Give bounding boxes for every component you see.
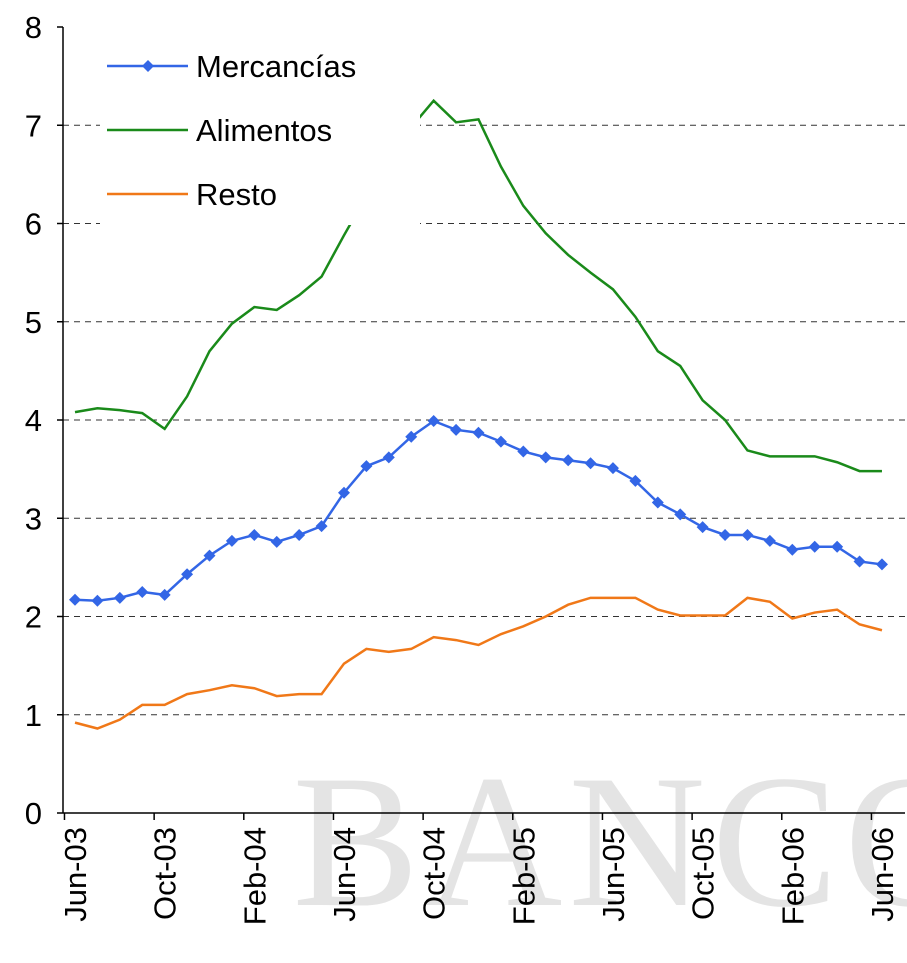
marker bbox=[651, 496, 664, 509]
marker bbox=[427, 414, 440, 427]
marker bbox=[786, 543, 799, 556]
y-tick-label: 1 bbox=[25, 698, 42, 733]
y-tick-label: 8 bbox=[25, 10, 42, 45]
y-tick-label: 3 bbox=[25, 501, 42, 536]
marker bbox=[674, 508, 687, 521]
marker bbox=[293, 528, 306, 541]
marker bbox=[315, 520, 328, 533]
marker bbox=[203, 549, 216, 562]
x-tick-label: Jun-05 bbox=[596, 827, 631, 922]
marker bbox=[382, 451, 395, 464]
legend-label: Resto bbox=[196, 177, 277, 212]
y-tick-label: 5 bbox=[25, 305, 42, 340]
marker bbox=[539, 451, 552, 464]
marker bbox=[225, 534, 238, 547]
marker bbox=[808, 540, 821, 553]
y-tick-label: 7 bbox=[25, 108, 42, 143]
marker bbox=[875, 558, 888, 571]
x-tick-label: Jun-03 bbox=[58, 827, 93, 922]
x-tick-label: Oct-05 bbox=[686, 827, 721, 920]
marker bbox=[136, 585, 149, 598]
legend-label: Mercancías bbox=[196, 49, 356, 84]
marker bbox=[629, 474, 642, 487]
series-line bbox=[74, 596, 883, 730]
marker bbox=[853, 555, 866, 568]
marker bbox=[69, 593, 81, 606]
y-tick-label: 2 bbox=[25, 600, 42, 635]
marker bbox=[270, 535, 283, 548]
legend-marker bbox=[142, 60, 154, 72]
marker bbox=[337, 486, 350, 499]
marker bbox=[584, 457, 597, 470]
marker bbox=[741, 528, 754, 541]
series-line bbox=[74, 419, 883, 603]
marker bbox=[405, 430, 418, 443]
marker bbox=[181, 568, 194, 581]
marker bbox=[719, 528, 732, 541]
legend-label: Alimentos bbox=[196, 113, 332, 148]
series-line bbox=[74, 98, 882, 473]
marker bbox=[91, 594, 104, 607]
marker bbox=[450, 423, 463, 436]
y-tick-label: 6 bbox=[25, 207, 42, 242]
marker bbox=[472, 426, 485, 439]
marker bbox=[360, 460, 373, 473]
y-tick-label: 0 bbox=[25, 796, 42, 831]
watermark: BANCO bbox=[292, 737, 907, 947]
x-tick-label: Oct-04 bbox=[417, 827, 452, 920]
marker bbox=[606, 462, 619, 475]
marker bbox=[494, 435, 507, 448]
marker bbox=[763, 534, 776, 547]
marker bbox=[113, 591, 126, 604]
marker bbox=[562, 454, 575, 467]
x-tick-label: Feb-04 bbox=[237, 827, 272, 925]
x-tick-label: Jun-04 bbox=[327, 827, 362, 922]
marker bbox=[696, 521, 709, 534]
marker bbox=[517, 445, 530, 458]
x-tick-label: Jun-06 bbox=[865, 827, 900, 922]
marker bbox=[158, 588, 171, 601]
x-tick-label: Feb-05 bbox=[506, 827, 541, 925]
marker bbox=[248, 528, 261, 541]
y-tick-label: 4 bbox=[25, 403, 42, 438]
legend: Mercancías Alimentos Resto bbox=[100, 35, 420, 225]
x-tick-label: Feb-06 bbox=[775, 827, 810, 925]
x-tick-label: Oct-03 bbox=[148, 827, 183, 920]
marker bbox=[831, 540, 844, 553]
